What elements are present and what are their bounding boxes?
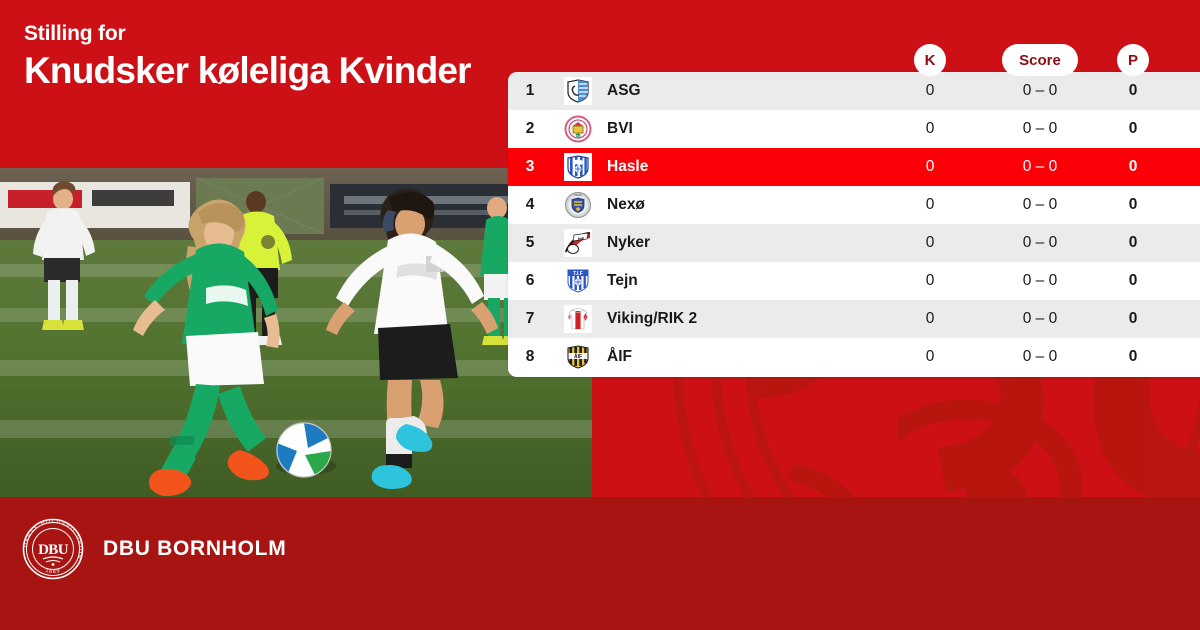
row-rank: 5 [525, 234, 535, 251]
row-score: 0 – 0 [1022, 234, 1058, 251]
column-header-k: K [914, 44, 946, 76]
svg-text:DBU: DBU [38, 542, 69, 558]
row-rank: 2 [525, 120, 535, 137]
row-team: Nyker [607, 234, 651, 251]
row-points: 0 [1128, 158, 1138, 175]
row-k: 0 [925, 234, 935, 251]
row-rank: 1 [525, 82, 535, 99]
table-row[interactable]: 8 ÅIF ÅIF 0 0 – 0 0 [508, 338, 1200, 376]
asg-crest-icon [563, 76, 593, 106]
row-score: 0 – 0 [1022, 272, 1058, 289]
row-team: Tejn [607, 272, 638, 289]
row-score: 0 – 0 [1022, 120, 1058, 137]
table-row-highlighted[interactable]: 3 Hasle 0 0 – 0 0 [508, 148, 1200, 186]
row-k: 0 [925, 196, 935, 213]
footer-org-name: DBU BORNHOLM [103, 537, 287, 560]
table-row[interactable]: 2 BVI BVI 0 0 – 0 0 [508, 110, 1200, 148]
row-points: 0 [1128, 120, 1138, 137]
row-k: 0 [925, 310, 935, 327]
row-rank: 6 [525, 272, 535, 289]
row-rank: 4 [525, 196, 535, 213]
row-rank: 7 [525, 310, 535, 327]
row-team: Viking/RIK 2 [607, 310, 698, 327]
hero-photo [0, 168, 592, 497]
nyker-crest-icon: NIF [563, 228, 593, 258]
table-row[interactable]: 7 Viking/RIK 2 0 0 – 0 0 [508, 300, 1200, 338]
row-points: 0 [1128, 272, 1138, 289]
vikingrik-crest-icon [563, 304, 593, 334]
row-score: 0 – 0 [1022, 158, 1058, 175]
row-rank: 3 [525, 158, 535, 175]
standings-column-headers: K Score P [508, 44, 1200, 76]
page-footer: DANSK BOLDSPIL UNION 1889 DBU DBU BORNHO… [0, 497, 1200, 630]
row-team: Nexø [607, 196, 645, 213]
row-team: BVI [607, 120, 633, 137]
hasle-crest-icon [563, 152, 593, 182]
row-team: ASG [607, 82, 641, 99]
row-k: 0 [925, 348, 935, 365]
page-title: Knudsker køleliga Kvinder [24, 50, 472, 91]
row-rank: 8 [525, 348, 535, 365]
table-row[interactable]: 5 NIF Nyker 0 0 – 0 0 [508, 224, 1200, 262]
table-row[interactable]: 6 T.I.F Tejn 0 0 – 0 0 [508, 262, 1200, 300]
row-points: 0 [1128, 310, 1138, 327]
row-points: 0 [1128, 348, 1138, 365]
svg-text:NEXØ: NEXØ [574, 193, 581, 197]
row-points: 0 [1128, 234, 1138, 251]
svg-text:NIF: NIF [578, 236, 585, 241]
table-row[interactable]: 4 NEXØ Nexø 0 0 – 0 0 [508, 186, 1200, 224]
row-score: 0 – 0 [1022, 82, 1058, 99]
dbu-crest-icon: DANSK BOLDSPIL UNION 1889 DBU [22, 518, 84, 580]
table-row[interactable]: 1 ASG 0 0 – 0 0 [508, 72, 1200, 110]
row-team: ÅIF [607, 348, 632, 365]
row-k: 0 [925, 82, 935, 99]
row-points: 0 [1128, 82, 1138, 99]
tejn-crest-icon: T.I.F [563, 266, 593, 296]
row-k: 0 [925, 272, 935, 289]
nexo-crest-icon: NEXØ [563, 190, 593, 220]
svg-text:BVI: BVI [575, 135, 580, 139]
standings-table: 1 ASG 0 0 – 0 0 2 BVI BVI 0 0 – 0 0 3 Ha… [508, 72, 1200, 377]
row-score: 0 – 0 [1022, 310, 1058, 327]
row-points: 0 [1128, 196, 1138, 213]
svg-text:ÅIF: ÅIF [574, 353, 582, 360]
bvi-crest-icon: BVI [563, 114, 593, 144]
svg-text:1889: 1889 [45, 568, 62, 575]
column-header-score: Score [1002, 44, 1078, 76]
row-score: 0 – 0 [1022, 196, 1058, 213]
column-header-p: P [1117, 44, 1149, 76]
row-score: 0 – 0 [1022, 348, 1058, 365]
row-k: 0 [925, 120, 935, 137]
svg-text:T.I.F: T.I.F [573, 271, 583, 277]
row-team: Hasle [607, 158, 649, 175]
aif-crest-icon: ÅIF [563, 342, 593, 372]
row-k: 0 [925, 158, 935, 175]
header-kicker: Stilling for [24, 22, 126, 45]
